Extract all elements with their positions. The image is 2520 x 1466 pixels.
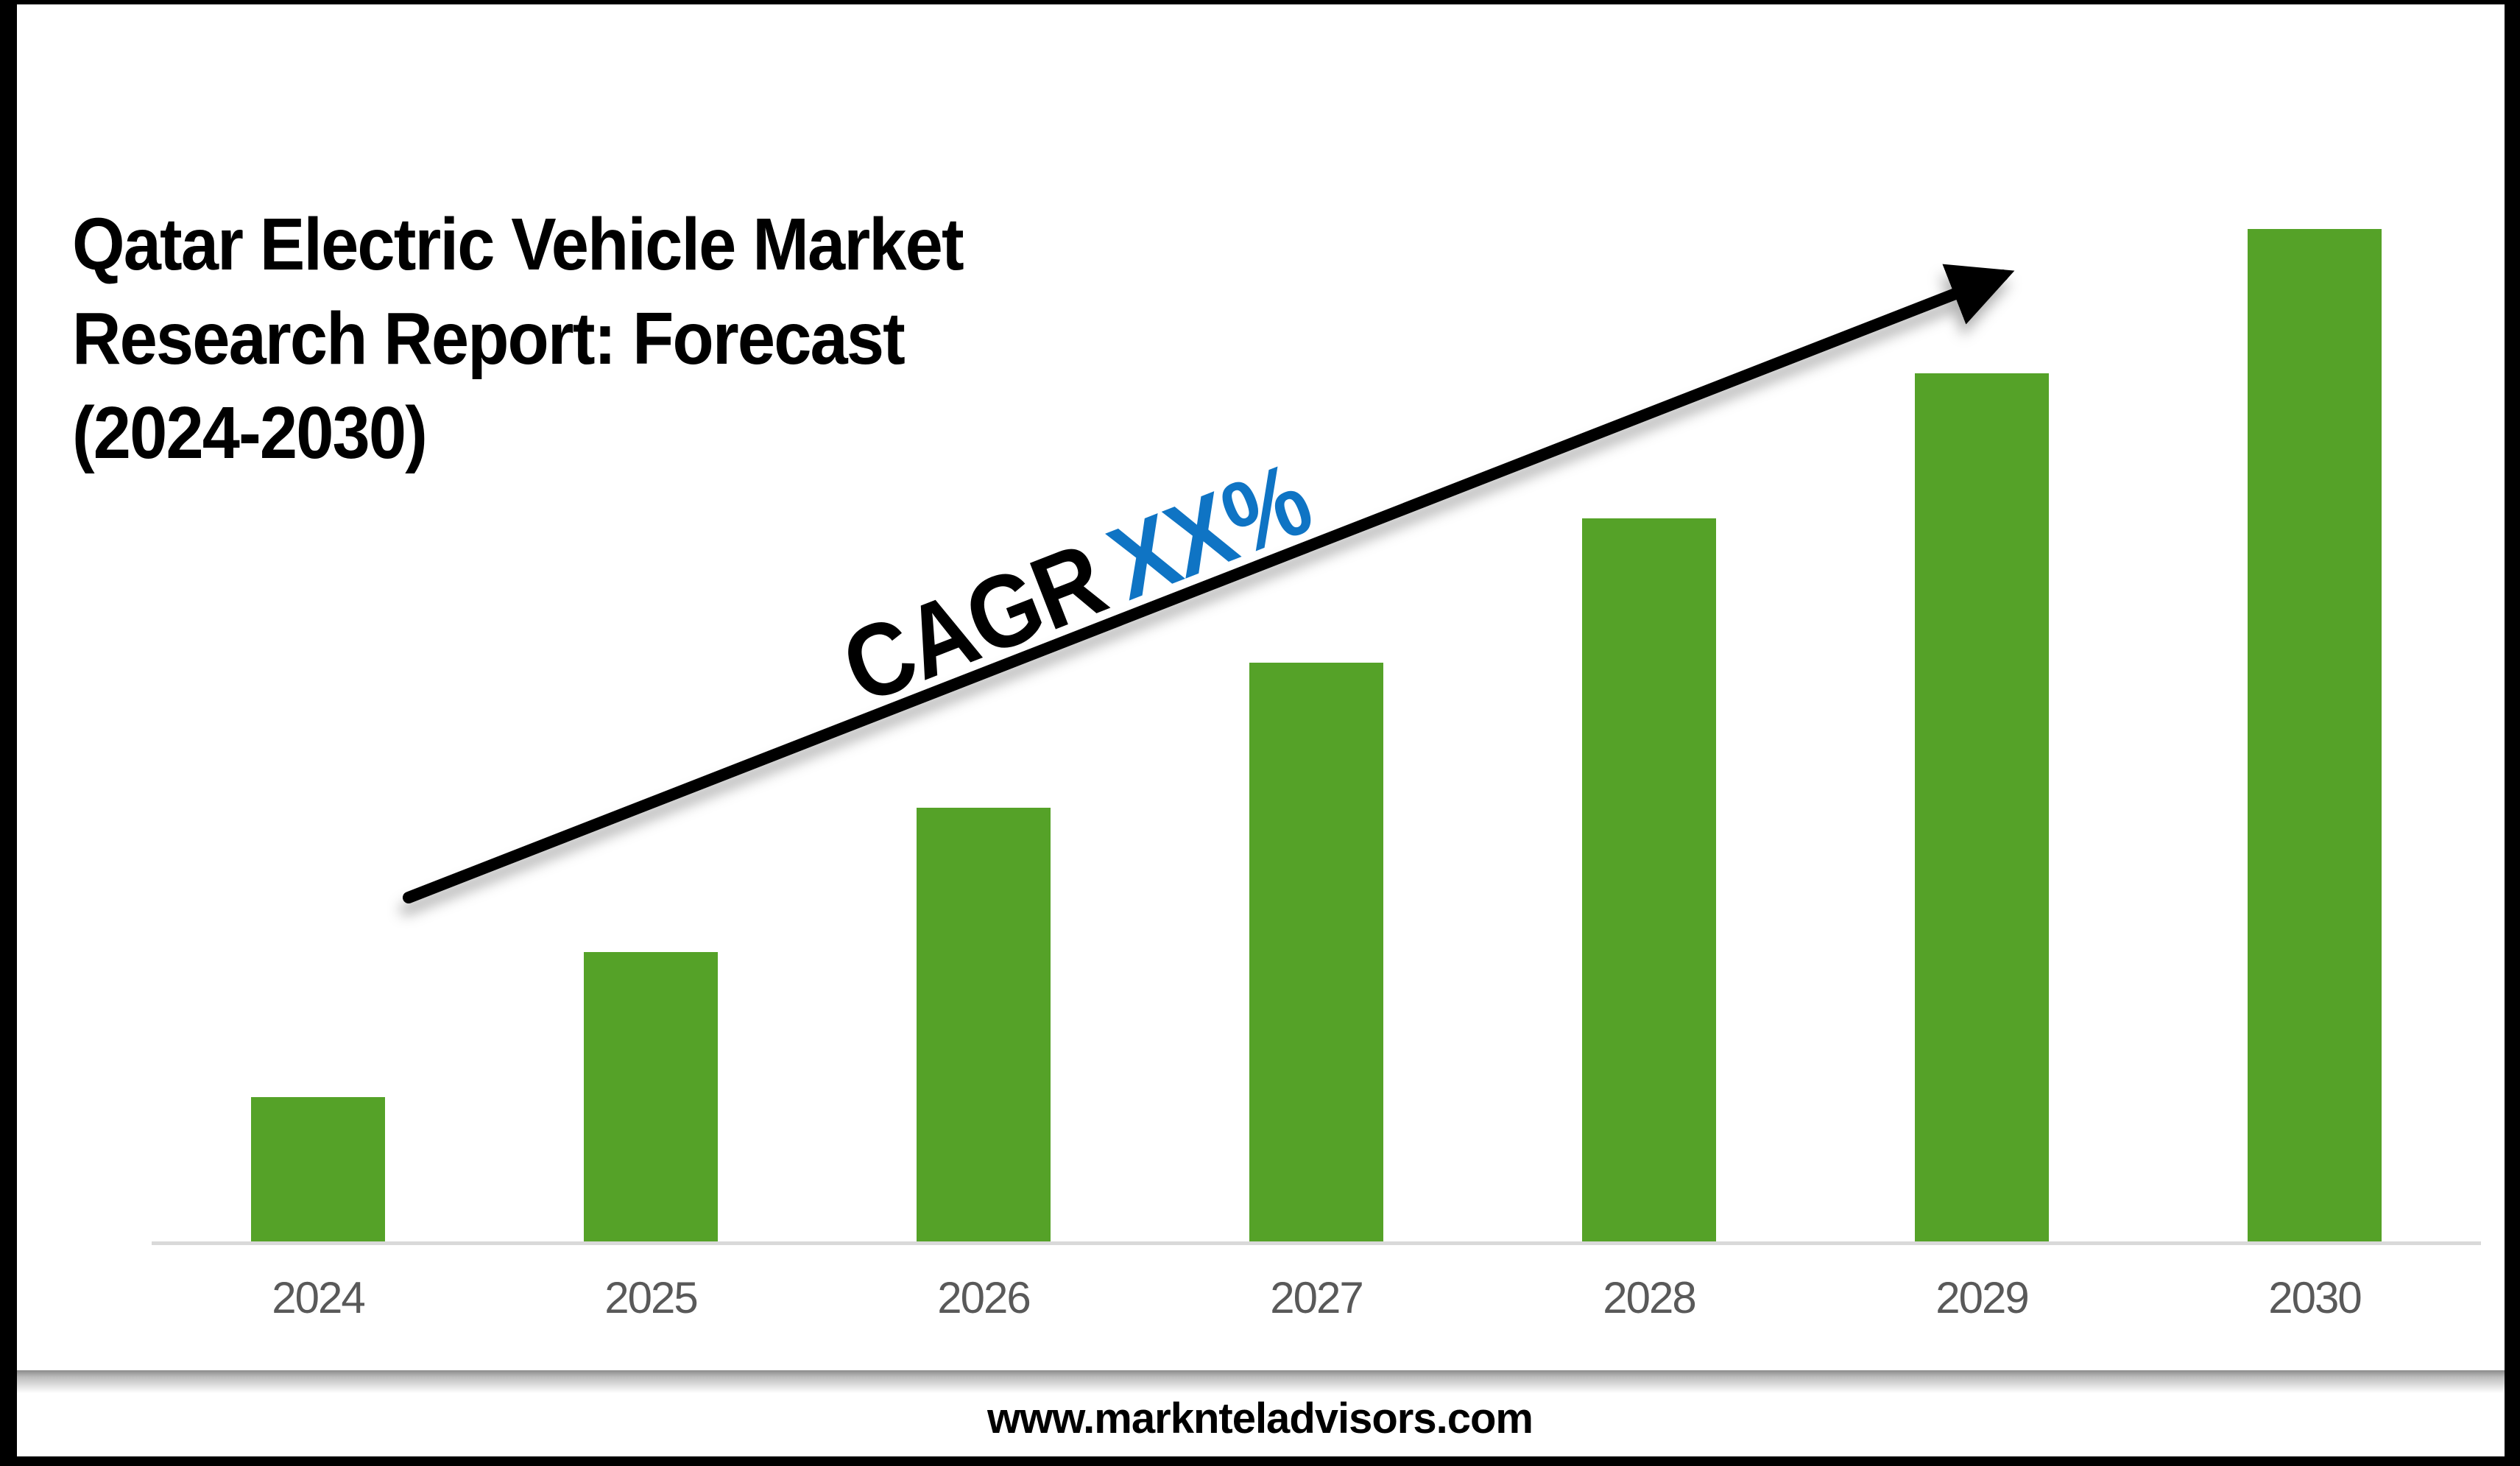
x-tick-2028: 2028 — [1603, 1273, 1696, 1322]
frame-border-top — [0, 0, 2520, 4]
x-tick-2029: 2029 — [1935, 1273, 2029, 1322]
bar-2030 — [2248, 229, 2382, 1241]
x-tick-2024: 2024 — [272, 1273, 365, 1322]
bar-2029 — [1915, 373, 2049, 1241]
frame-border-left — [0, 0, 17, 1466]
x-tick-2027: 2027 — [1270, 1273, 1363, 1322]
x-axis-line — [152, 1241, 2481, 1245]
footer-website: www.marknteladvisors.com — [987, 1395, 1533, 1442]
bar-2024 — [251, 1097, 385, 1241]
bar-2028 — [1582, 518, 1716, 1241]
x-tick-2030: 2030 — [2268, 1273, 2362, 1322]
bar-2025 — [584, 952, 718, 1241]
x-tick-2025: 2025 — [604, 1273, 698, 1322]
footer-divider — [17, 1370, 2505, 1393]
bar-2026 — [917, 808, 1051, 1241]
x-tick-2026: 2026 — [937, 1273, 1031, 1322]
bar-2027 — [1249, 663, 1383, 1241]
frame-border-right — [2505, 0, 2520, 1466]
chart-title-line3: (2024-2030) — [72, 392, 428, 474]
frame-border-bottom — [0, 1456, 2520, 1466]
